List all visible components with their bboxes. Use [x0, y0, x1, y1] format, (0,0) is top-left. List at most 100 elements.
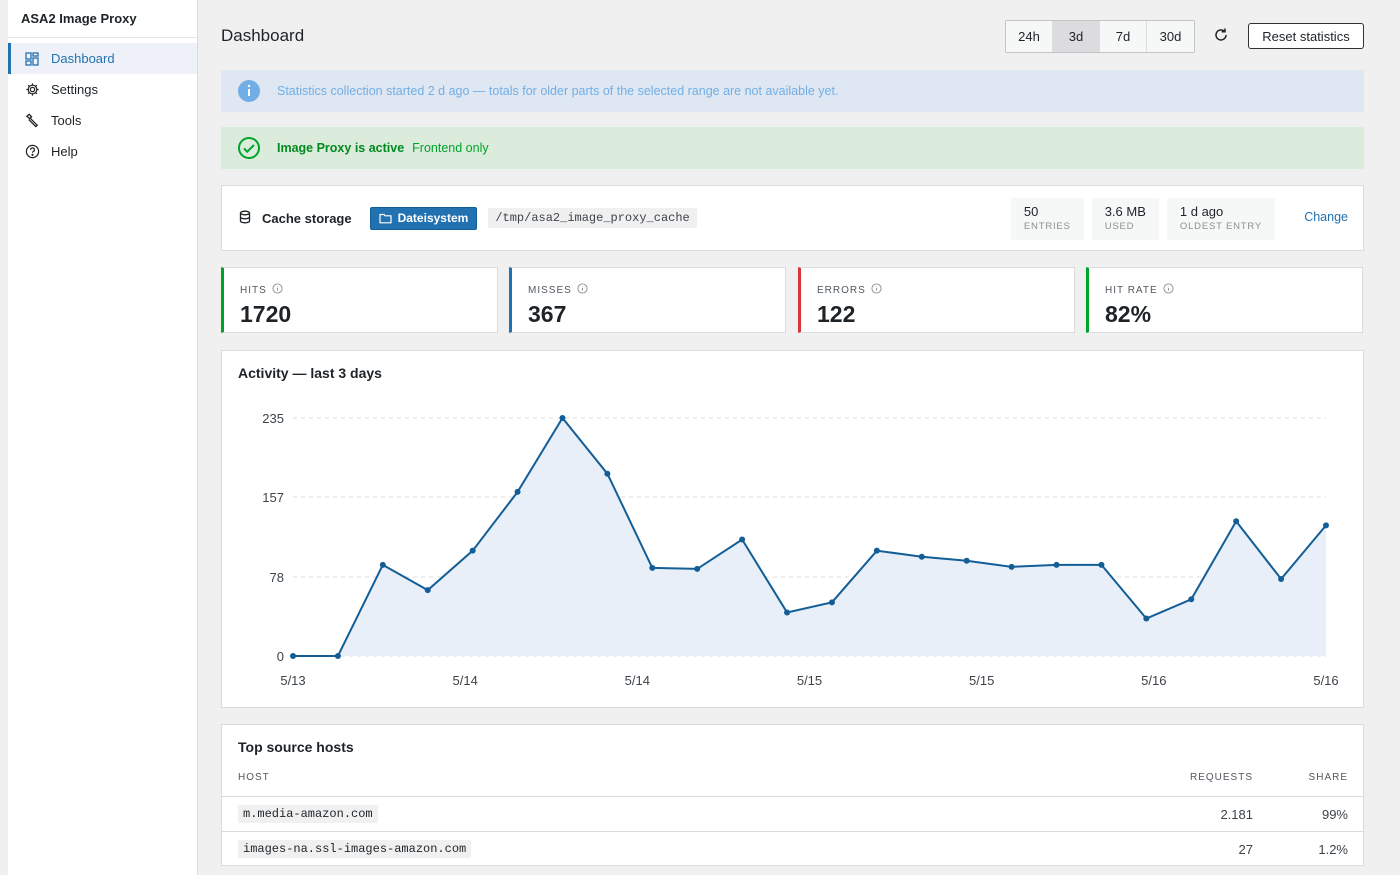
cache-storage-card: Cache storage Dateisystem /tmp/asa2_imag…	[221, 185, 1364, 251]
data-point	[784, 609, 791, 616]
reset-statistics-button[interactable]: Reset statistics	[1248, 23, 1364, 49]
stat-card-hits: HITS 1720	[221, 267, 498, 333]
cache-storage-label: Cache storage	[262, 210, 352, 226]
database-icon	[238, 210, 252, 227]
info-notice: Statistics collection started 2 d ago — …	[221, 70, 1364, 112]
data-point	[1233, 518, 1240, 525]
sidebar-item-dashboard[interactable]: Dashboard	[8, 43, 197, 74]
app-title: ASA2 Image Proxy	[8, 0, 197, 38]
sidebar-nav: Dashboard Settings Tools Help	[8, 38, 197, 167]
activity-chart: 0 78 157 235 5/13 5/14 5/14 5/15 5/15 5/16 5/16	[262, 411, 1338, 688]
x-tick-label: 5/14	[453, 673, 478, 688]
change-storage-link[interactable]: Change	[1304, 210, 1348, 224]
hosts-title: Top source hosts	[238, 739, 354, 755]
info-icon	[237, 79, 261, 103]
cache-path: /tmp/asa2_image_proxy_cache	[488, 208, 697, 228]
cache-stat-used: 3.6 MB USED	[1091, 198, 1159, 240]
stat-label: HITS	[240, 284, 267, 296]
series-line	[293, 416, 1327, 657]
info-circle-icon[interactable]	[1163, 283, 1174, 297]
sidebar-item-label: Settings	[51, 82, 98, 97]
data-point	[694, 565, 701, 572]
sidebar-item-label: Help	[51, 144, 78, 159]
stat-card-misses: MISSES 367	[509, 267, 786, 333]
data-point	[739, 536, 746, 543]
x-tick-label: 5/15	[969, 673, 994, 688]
cache-stat-value: 50	[1023, 204, 1039, 219]
chart-title: Activity — last 3 days	[238, 365, 382, 381]
data-point	[514, 488, 521, 495]
activity-chart-card: Activity — last 3 days 0 78 157 235 5/13 5/14…	[221, 350, 1364, 708]
cache-stat-label: OLDEST ENTRY	[1179, 221, 1262, 232]
x-tick-label: 5/16	[1313, 673, 1338, 688]
data-point	[873, 547, 880, 554]
data-point	[604, 470, 611, 477]
sidebar-item-help[interactable]: Help	[8, 136, 197, 167]
sidebar-item-label: Dashboard	[51, 51, 115, 66]
gear-icon	[23, 81, 41, 99]
sidebar-item-label: Tools	[51, 113, 82, 128]
host-requests: 27	[1238, 842, 1253, 857]
y-tick-label: 235	[262, 411, 284, 426]
y-tick-label: 0	[277, 649, 284, 664]
status-detail: Frontend only	[412, 141, 489, 155]
range-button-24h[interactable]: 24h	[1006, 21, 1053, 52]
info-circle-icon[interactable]	[272, 283, 283, 297]
host-share: 99%	[1321, 807, 1348, 822]
data-point	[1008, 563, 1015, 570]
sidebar-item-tools[interactable]: Tools	[8, 105, 197, 136]
info-circle-icon[interactable]	[871, 283, 882, 297]
data-point	[1053, 561, 1060, 568]
refresh-icon[interactable]	[1213, 27, 1231, 45]
x-tick-label: 5/14	[625, 673, 650, 688]
data-point	[963, 557, 970, 564]
stat-label: HIT RATE	[1105, 284, 1158, 296]
range-button-3d[interactable]: 3d	[1053, 21, 1100, 52]
page-title: Dashboard	[221, 26, 305, 45]
data-point	[1323, 522, 1329, 529]
range-button-30d[interactable]: 30d	[1159, 29, 1182, 44]
x-tick-label: 5/13	[280, 673, 305, 688]
column-header-host: HOST	[238, 772, 270, 783]
stat-value: 122	[817, 301, 856, 327]
stat-card-hit-rate: HIT RATE 82%	[1086, 267, 1363, 333]
table-row: m.media-amazon.com 2.181 99%	[222, 796, 1363, 831]
status-notice: Image Proxy is active Frontend only	[221, 127, 1364, 169]
stat-value: 1720	[240, 301, 292, 327]
data-point	[1188, 596, 1195, 603]
top-hosts-card: Top source hosts HOST REQUESTS SHARE m.m…	[221, 724, 1364, 866]
stat-label: MISSES	[528, 284, 572, 296]
y-tick-label: 78	[270, 570, 284, 585]
x-tick-label: 5/16	[1141, 673, 1166, 688]
host-name: images-na.ssl-images-amazon.com	[238, 840, 472, 858]
stat-card-errors: ERRORS 122	[798, 267, 1075, 333]
host-share: 1.2%	[1318, 842, 1348, 857]
column-header-share: SHARE	[1308, 772, 1348, 783]
data-point	[469, 547, 476, 554]
table-row: images-na.ssl-images-amazon.com 27 1.2%	[222, 831, 1363, 866]
info-notice-text: Statistics collection started 2 d ago — …	[277, 84, 839, 98]
data-point	[379, 561, 386, 568]
help-icon	[23, 143, 41, 161]
data-point	[828, 599, 835, 606]
storage-backend-label: Dateisystem	[397, 211, 469, 225]
data-point	[649, 564, 656, 571]
data-point	[424, 587, 431, 594]
check-circle-icon	[237, 136, 261, 160]
cache-stats: 50 ENTRIES 3.6 MB USED 1 d ago OLDEST EN…	[1010, 198, 1275, 240]
data-point	[1143, 615, 1150, 622]
storage-backend-badge[interactable]: Dateisystem	[369, 206, 478, 230]
sidebar: ASA2 Image Proxy Dashboard Settings Tool…	[8, 0, 198, 875]
dashboard-icon	[23, 50, 41, 68]
range-selector: 24h 3d 7d 30d	[1005, 20, 1195, 53]
info-circle-icon[interactable]	[577, 283, 588, 297]
cache-stat-value: 3.6 MB	[1104, 204, 1146, 219]
chart-area	[293, 418, 1326, 656]
data-point	[1278, 576, 1285, 583]
cache-stat-label: ENTRIES	[1023, 221, 1071, 232]
range-button-7d[interactable]: 7d	[1100, 21, 1147, 52]
stat-value: 367	[528, 301, 567, 327]
sidebar-item-settings[interactable]: Settings	[8, 74, 197, 105]
cache-stat-entries: 50 ENTRIES	[1010, 198, 1084, 240]
column-header-requests: REQUESTS	[1189, 772, 1253, 783]
